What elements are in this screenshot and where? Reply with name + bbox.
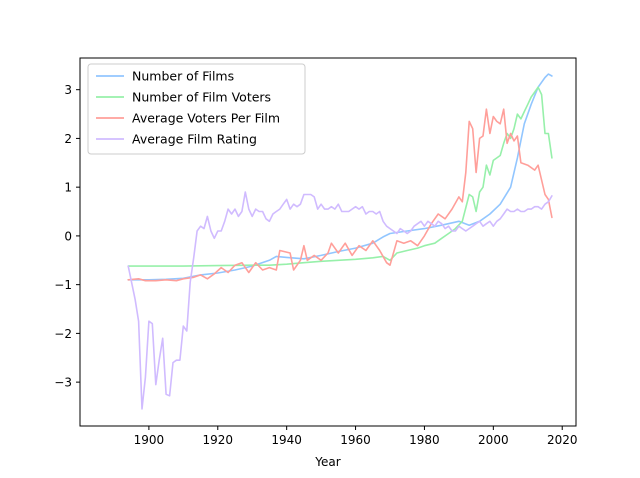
x-tick-label: 1900	[134, 433, 165, 447]
y-tick-label: −2	[54, 327, 72, 341]
x-tick-label: 2000	[478, 433, 509, 447]
x-tick-label: 1940	[271, 433, 302, 447]
legend-label: Number of Film Voters	[132, 90, 271, 105]
x-tick-label: 1920	[203, 433, 234, 447]
series-line-3	[127, 108, 553, 282]
y-axis: −3 −2 −1 0 1 2 3	[54, 83, 80, 390]
y-tick-label: 2	[64, 132, 72, 146]
x-axis: 1900 1920 1940 1960 1980 2000 2020	[134, 426, 578, 447]
series-line-4	[127, 191, 553, 410]
x-axis-label: Year	[314, 455, 340, 469]
plot-area-frame	[79, 57, 577, 427]
series-line-2	[127, 86, 553, 267]
x-tick-label: 1980	[409, 433, 440, 447]
legend-label: Average Voters Per Film	[132, 111, 280, 126]
y-tick-label: −1	[54, 278, 72, 292]
y-tick-label: 1	[64, 181, 72, 195]
y-tick-label: −3	[54, 376, 72, 390]
legend-box	[87, 63, 306, 155]
x-tick-label: 1960	[340, 433, 371, 447]
x-tick-label: 2020	[547, 433, 578, 447]
legend-label: Number of Films	[132, 69, 234, 84]
legend-label: Average Film Rating	[132, 132, 257, 147]
plot-series-group	[127, 73, 553, 410]
y-tick-label: 0	[64, 229, 72, 243]
legend: Number of Films Number of Film Voters Aver…	[87, 63, 306, 155]
y-tick-label: 3	[64, 83, 72, 97]
